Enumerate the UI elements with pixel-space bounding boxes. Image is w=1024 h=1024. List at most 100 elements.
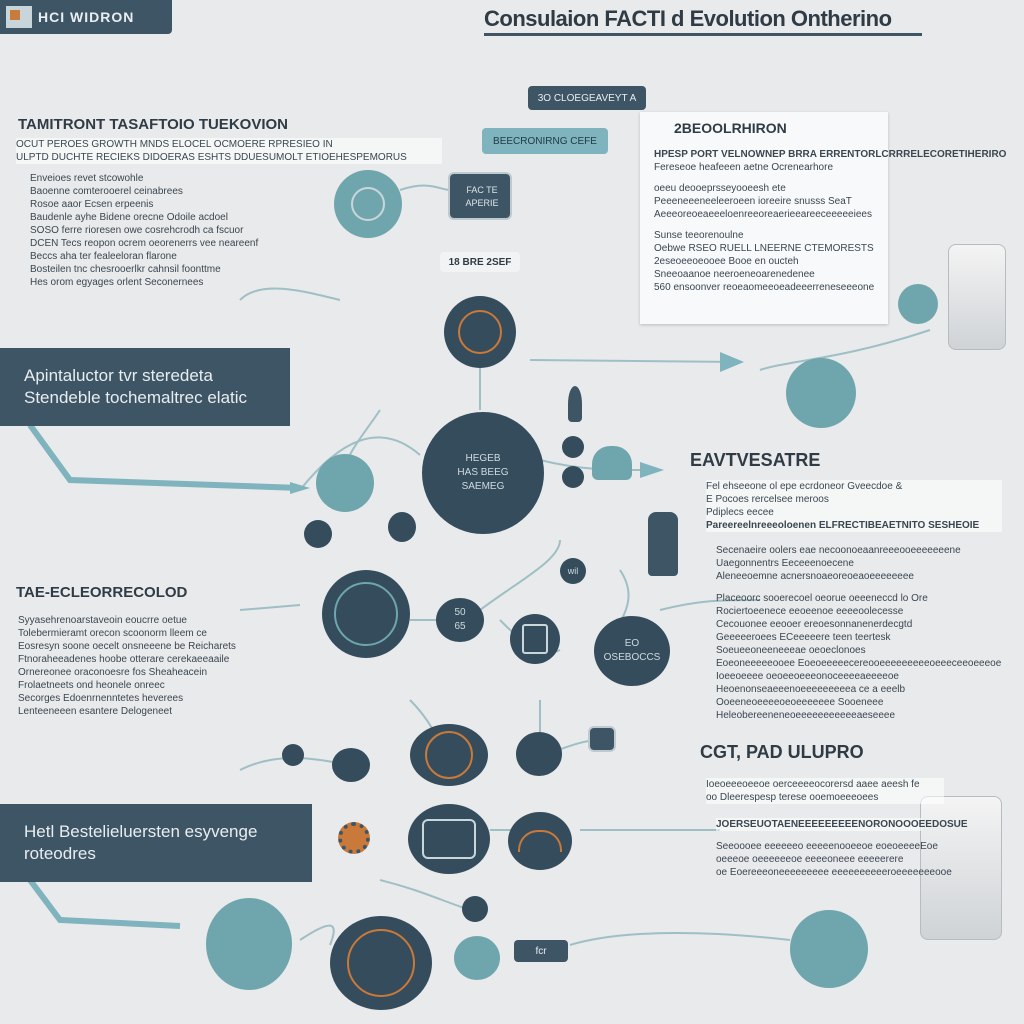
right-mid-item: Ooeeneoeeeeoeoeeeeeee Sooeneee	[716, 697, 884, 708]
panel-line: 2eseoeeoeooee Booe en oucteh	[654, 256, 799, 267]
node-small-a-label: 50 65	[454, 606, 465, 634]
bottom-right-line: oeeeoe oeeeeeeoe eeeeoneee eeeeerere	[716, 854, 904, 865]
node-teal-upper-right[interactable]	[786, 358, 856, 428]
node-mini-c[interactable]: wil	[560, 558, 586, 584]
arc-ring	[518, 830, 562, 852]
node-dark-right[interactable]	[508, 812, 572, 870]
node-mini-a[interactable]	[562, 436, 584, 458]
right-mid-line: Secenaeire oolers eae necoonoeaanreeeooe…	[716, 545, 961, 556]
app-logo[interactable]: HCI WIDRON	[0, 0, 172, 34]
panel-node[interactable]	[898, 284, 938, 324]
right-mid-item: Rociertoeenece eeoeenoe eeeeoolecesse	[716, 606, 904, 617]
panel-line: Sneeoaanoe neeroeneoarenedenee	[654, 269, 815, 280]
top-left-line: ULPTD DUCHTE RECIEKS DIDOERAS ESHTS DDUE…	[16, 152, 407, 163]
speedometer-ring	[347, 929, 415, 997]
panel-line: HPESP PORT VELNOWNEP BRRA ERRENTORLCRRRE…	[654, 149, 1007, 160]
right-mid-heading: EAVTVESATRE	[690, 450, 821, 470]
middle-left-item: Tolebermieramt orecon scoonorm lleem ce	[18, 628, 207, 639]
robot-arm-icon	[920, 796, 1002, 940]
node-small-c[interactable]	[332, 748, 370, 782]
node-ring	[351, 187, 385, 221]
person-figure-icon	[648, 512, 678, 576]
node-small-a[interactable]: 50 65	[436, 598, 484, 642]
middle-left-list: Syyasehrenoarstaveoin eoucrre oetue Tole…	[18, 614, 298, 718]
node-center[interactable]: HEGEB HAS BEEG SAEMEG	[422, 412, 544, 534]
node-globe[interactable]	[322, 570, 410, 658]
node-right-mid-label: EO OSEBOCCS	[604, 637, 661, 665]
right-mid-line: Pdiplecs eecee	[706, 507, 774, 518]
node-teal-small[interactable]	[454, 936, 500, 980]
middle-left-item: Eosresyn soone oecelt onsneeene be Reich…	[18, 641, 236, 652]
node-teal-right[interactable]	[790, 910, 868, 988]
bottom-right-strip: JOERSEUOTAENEEEEEEEEENORONOOOEEDOSUE	[716, 818, 968, 831]
node-teal-top[interactable]	[334, 170, 402, 238]
right-mid-item: Soeueeoneeneeeae oeoeclonoes	[716, 645, 866, 656]
node-doc[interactable]	[510, 614, 560, 664]
dial-ring	[458, 310, 502, 354]
top-left-line: Rosoe aaor Ecsen erpeenis	[30, 199, 154, 210]
right-mid-list: Placeoorc sooerecoel oeorue oeeeneccd lo…	[716, 592, 1016, 722]
pill-fcr[interactable]: fcr	[514, 940, 568, 962]
right-mid-item: Cecouonee eeooer ereoesonnanenerdecgtd	[716, 619, 913, 630]
gauge-ring	[425, 731, 473, 779]
top-left-line: SOSO ferre rioresen owe cosrehcrodh ca f…	[30, 225, 244, 236]
right-mid-item: Heoenonseaeeenoeeeeeeeeea ce a eeelb	[716, 684, 906, 695]
top-left-line: Enveioes revet stcowohle	[30, 173, 144, 184]
top-left-line: Beccs aha ter fealeeloran flarone	[30, 251, 177, 262]
right-mid-line: E Pocoes rercelsee meroos	[706, 494, 829, 505]
right-mid-line: Fel ehseeone ol epe ecrdoneor Gveecdoe &	[706, 481, 903, 492]
panel-line: Peeeneeeneeleeroeen ioreeire snusss SeaT	[654, 196, 852, 207]
node-center-line: HAS BEEG	[457, 467, 509, 478]
node-mini-b[interactable]	[562, 466, 584, 488]
node-center-label: HEGEB HAS BEEG SAEMEG	[457, 452, 508, 494]
node-dial[interactable]	[444, 296, 516, 368]
right-mid-text: Fel ehseeone ol epe ecrdoneor Gveecdoe &…	[706, 480, 1002, 532]
top-left-line: Hes orom egyages orlent Seconernees	[30, 277, 204, 288]
pill-center-top[interactable]: 3O CLOEGEAVEYT A	[528, 86, 646, 110]
node-speedometer[interactable]	[330, 916, 432, 1010]
info-panel: 2BEOOLRHIRON HPESP PORT VELNOWNEP BRRA E…	[640, 112, 1007, 324]
top-left-text: OCUT PEROES GROWTH MNDS ELOCEL OCMOERE R…	[16, 138, 442, 164]
middle-left-item: Lenteeneeen esantere Delogeneet	[18, 706, 173, 717]
bottom-right-list: Seeoooee eeeeeeo eeeeenooeeoe eoeoeeeeEo…	[716, 840, 952, 879]
panel-heading: 2BEOOLRHIRON	[674, 120, 787, 136]
node-mini-d[interactable]	[282, 744, 304, 766]
node-teal-bottom[interactable]	[206, 898, 292, 990]
middle-left-item: Syyasehrenoarstaveoin eoucrre oetue	[18, 615, 187, 626]
top-left-line: Bosteilen tnc chesrooerlkr cahnsil foont…	[30, 264, 221, 275]
node-gauge[interactable]	[410, 724, 488, 786]
panel-line: Fereseoe heafeeen aetne Ocrenearhore	[654, 162, 834, 173]
pill-center-date: 18 BRE 2SEF	[440, 252, 520, 272]
pill-teal-top[interactable]: BEECRONIRNG CEFE	[482, 128, 608, 154]
handheld-device-icon	[948, 244, 1006, 350]
node-display[interactable]	[408, 804, 490, 874]
node-small-a-line: 65	[454, 621, 466, 632]
bottom-right-line: oo Dleerespesp terese ooemoeeeoees	[706, 792, 879, 803]
bottom-right-line: oe Eoereeeoneeeeeeeee eeeeeeeeeeroeeeeee…	[716, 867, 952, 878]
node-right-mid-line: EO	[624, 638, 640, 649]
banner-upper-line: Apintaluctor tvr steredeta	[24, 366, 213, 385]
top-left-line: OCUT PEROES GROWTH MNDS ELOCEL OCMOERE R…	[16, 139, 333, 150]
node-center-line: HEGEB	[465, 453, 501, 464]
panel-line: Aeeeoreoeaeeeloenreeoreaerieeareeceeeeei…	[654, 209, 872, 220]
right-mid-item: Eoeoneeeeeooee Eoeoeeeeecereooeeeeeeeeeo…	[716, 658, 1002, 669]
node-mini-e[interactable]	[462, 896, 488, 922]
panel-line: 560 ensoonver reoeaomeeoeadeeerreneseeeo…	[654, 282, 875, 293]
node-small-b[interactable]	[516, 732, 562, 776]
panel-line: Sunse teeorenoulne	[654, 230, 744, 241]
node-small-hand[interactable]	[388, 512, 416, 542]
gear-icon	[338, 822, 370, 854]
right-mid-item: Geeeeeroees ECeeeeere teen teertesk	[716, 632, 891, 643]
node-small-left[interactable]	[304, 520, 332, 548]
node-right-mid[interactable]: EO OSEBOCCS	[594, 616, 670, 686]
middle-left-item: Ftnoraheeadenes hoobe otterare cerekaeea…	[18, 654, 230, 665]
chip-card[interactable]: FAC TE APERIE	[448, 172, 512, 220]
lock-icon	[592, 446, 632, 480]
node-center-line: SAEMEG	[461, 481, 505, 492]
top-left-line: DCEN Tecs reopon ocrem oeorenerrs vee ne…	[30, 238, 259, 249]
chip-small[interactable]	[588, 726, 616, 752]
bottom-right-line: Seeoooee eeeeeeo eeeeenooeeoe eoeoeeeeEo…	[716, 841, 938, 852]
node-teal-left[interactable]	[316, 454, 374, 512]
tag-wil: wil	[567, 566, 579, 576]
banner-lower-text: Hetl Bestelieluersten esyvenge roteodres	[24, 822, 258, 863]
